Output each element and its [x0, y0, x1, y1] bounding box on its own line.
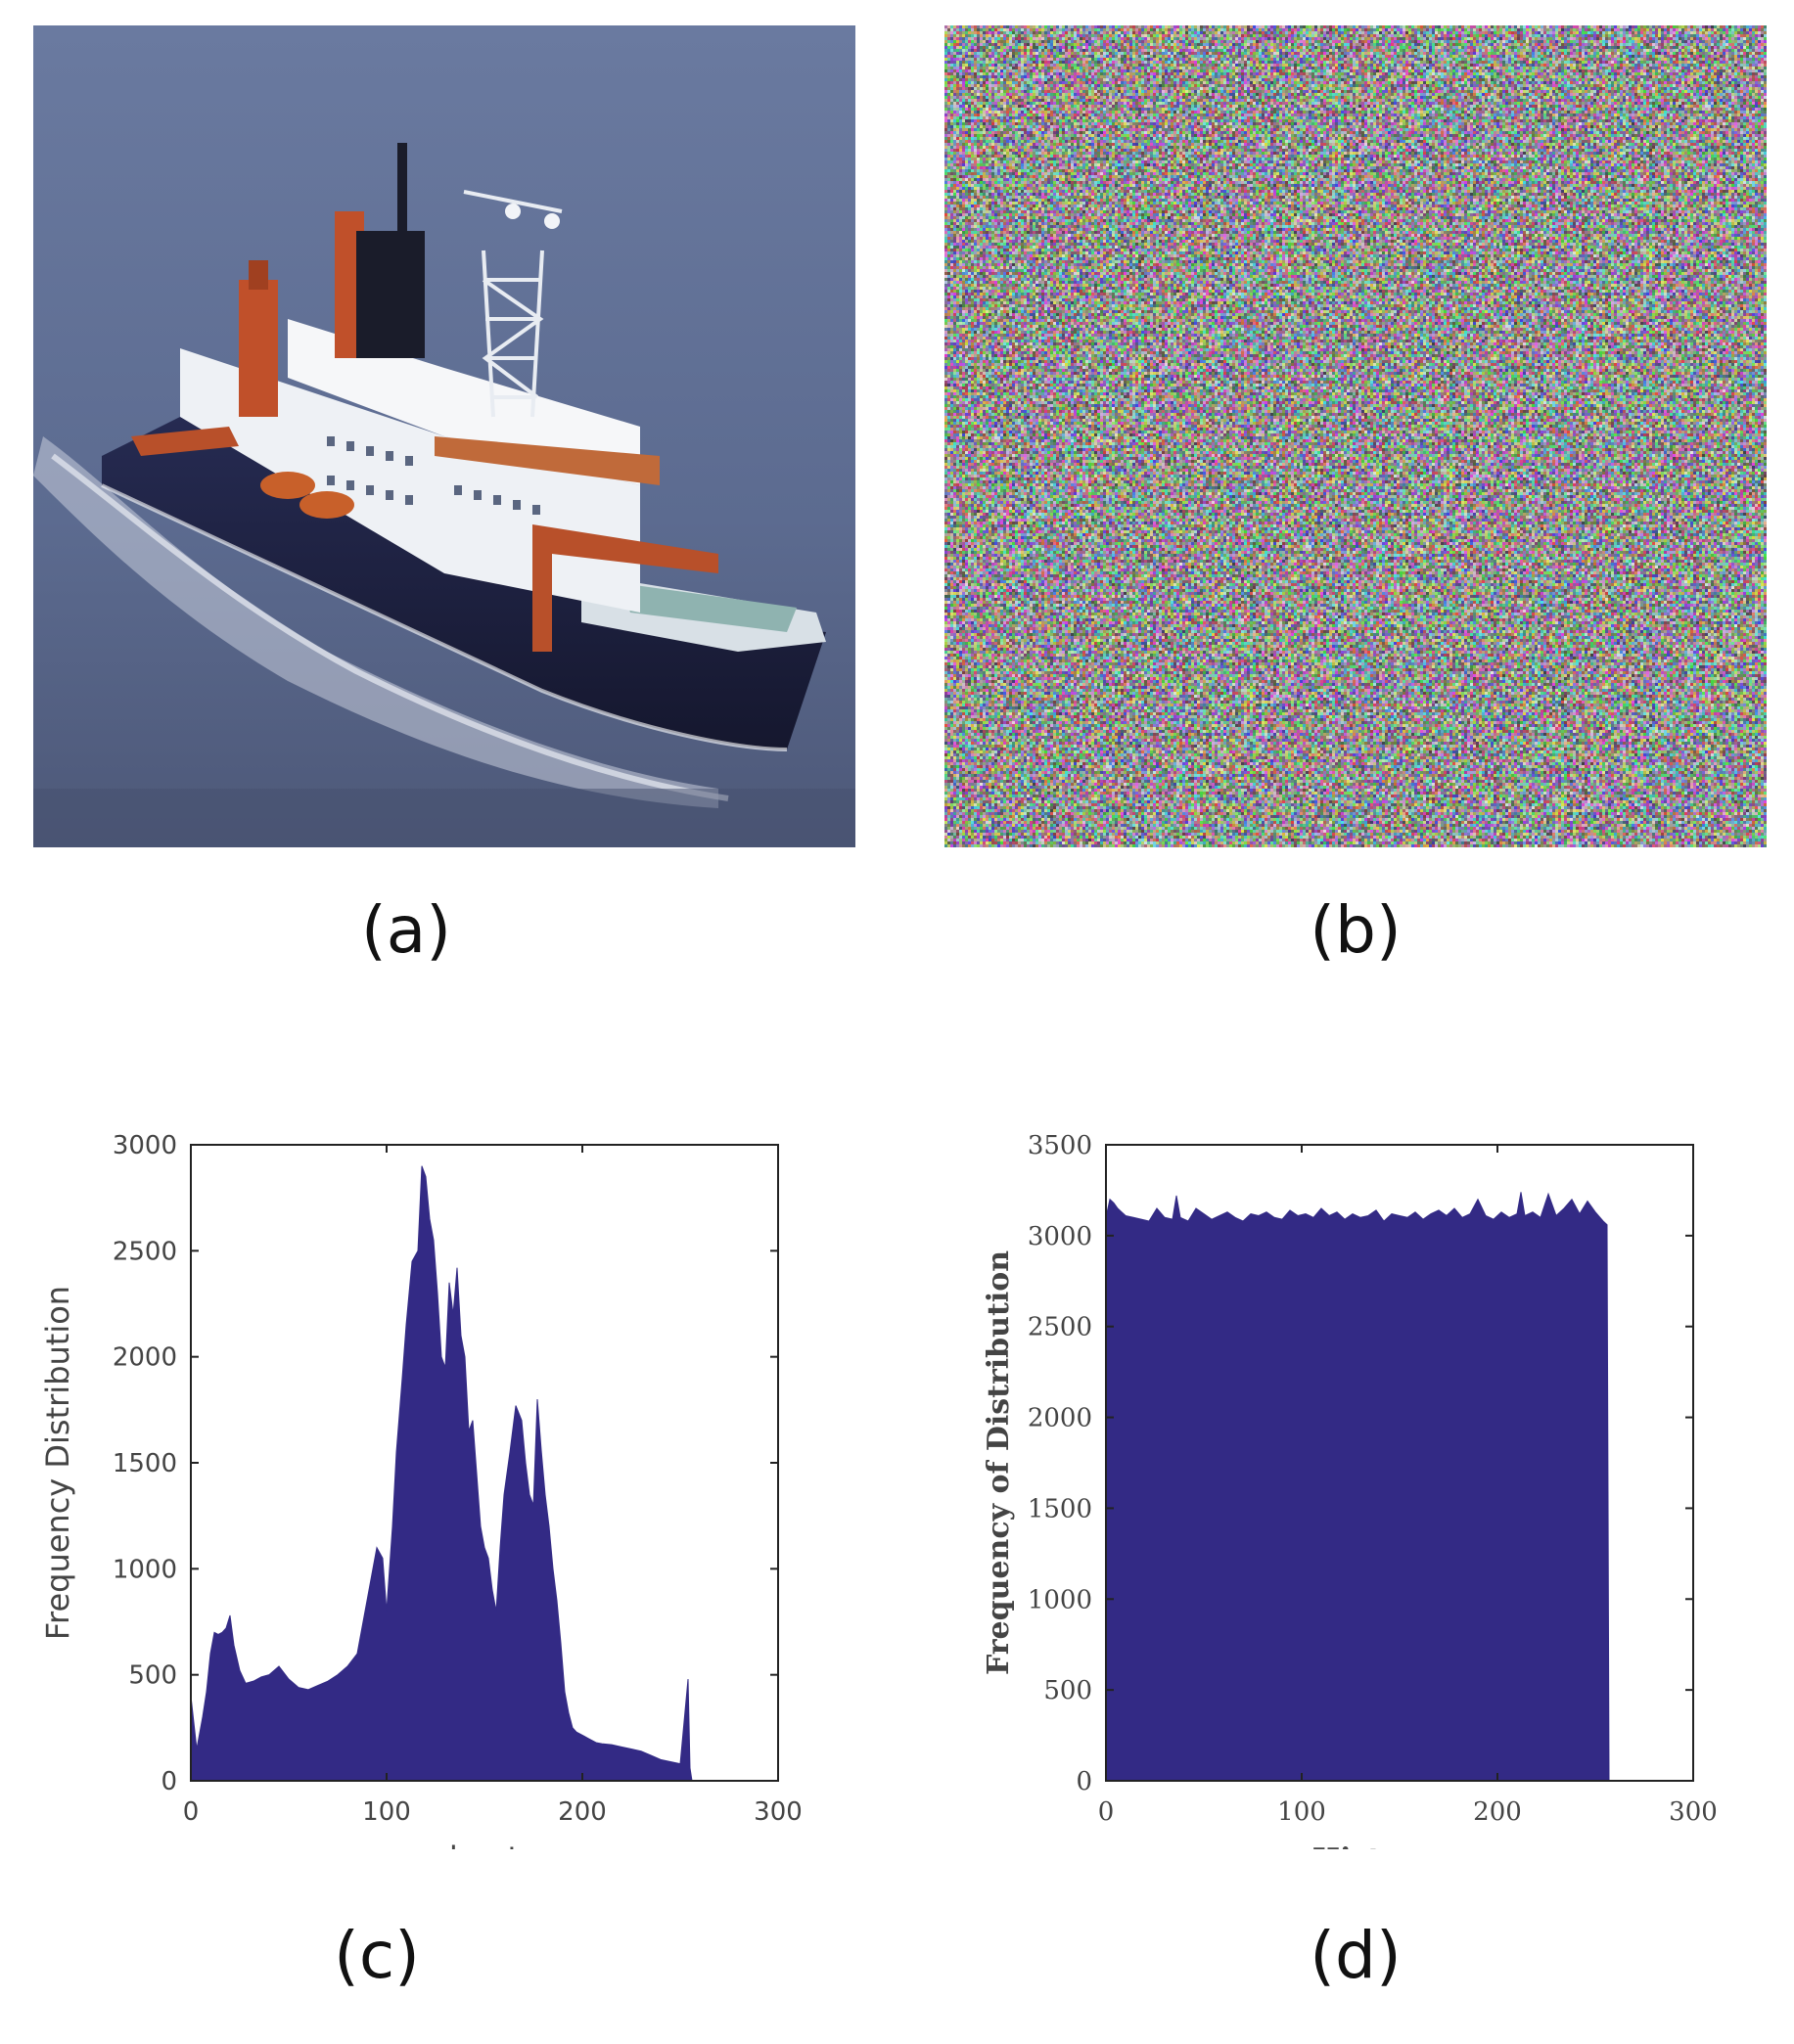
y-tick-label: 2500	[1028, 1313, 1092, 1342]
caption-d: (d)	[1310, 1918, 1402, 1993]
histogram-area	[190, 1165, 694, 1782]
y-tick-label: 500	[128, 1661, 177, 1691]
x-tick-label: 0	[1098, 1797, 1115, 1827]
y-tick-label: 1000	[113, 1555, 177, 1584]
x-tick-label: 200	[1473, 1797, 1522, 1827]
y-tick-label: 3500	[1028, 1131, 1092, 1160]
x-tick-label: 300	[754, 1797, 803, 1827]
x-tick-label: 300	[1669, 1797, 1718, 1827]
x-tick-label: 0	[183, 1797, 200, 1827]
noise-image-icon	[944, 25, 1767, 847]
x-axis-label: boat	[449, 1840, 520, 1849]
x-axis-label: Histogram	[1312, 1842, 1488, 1849]
y-tick-label: 3000	[113, 1131, 177, 1160]
boat-histogram-chart: 0100200300050010001500200025003000boatFr…	[39, 1131, 803, 1849]
x-tick-label: 100	[1277, 1797, 1326, 1827]
y-tick-label: 2000	[1028, 1404, 1092, 1433]
caption-c: (c)	[334, 1918, 420, 1993]
encrypted-histogram-chart: 01002003000500100015002000250030003500Hi…	[982, 1131, 1718, 1849]
y-tick-label: 1000	[1028, 1585, 1092, 1614]
plot-frame	[1105, 1144, 1694, 1782]
x-tick-label: 200	[558, 1797, 607, 1827]
noise-image	[944, 25, 1767, 847]
caption-a: (a)	[361, 892, 451, 968]
y-tick-label: 1500	[1028, 1494, 1092, 1523]
y-tick-label: 3000	[1028, 1222, 1092, 1251]
x-tick-label: 100	[362, 1797, 411, 1827]
ship-photo-icon	[33, 25, 855, 847]
y-tick-label: 500	[1043, 1676, 1092, 1705]
y-tick-label: 1500	[113, 1449, 177, 1478]
y-tick-label: 2000	[113, 1343, 177, 1373]
y-axis-label: Frequency Distribution	[39, 1286, 76, 1640]
y-tick-label: 0	[1076, 1767, 1092, 1796]
y-axis-label: Frequency of Distribution	[982, 1250, 1016, 1675]
caption-b: (b)	[1310, 892, 1402, 968]
histogram-area	[1105, 1192, 1610, 1782]
y-tick-label: 0	[161, 1767, 177, 1796]
y-tick-label: 2500	[113, 1237, 177, 1266]
ship-photo	[33, 25, 855, 847]
